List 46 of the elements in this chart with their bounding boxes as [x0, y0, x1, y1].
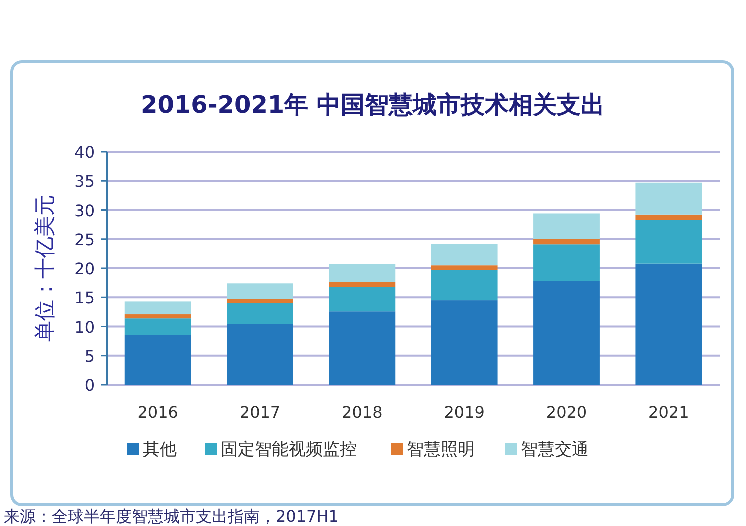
bar — [227, 303, 294, 324]
y-tick-label: 15 — [74, 288, 95, 308]
bar — [329, 287, 396, 312]
x-tick-label: 2017 — [240, 403, 281, 422]
y-tick-label: 5 — [84, 346, 95, 366]
y-tick-label: 40 — [74, 143, 95, 162]
bar — [636, 214, 702, 220]
y-tick-label: 0 — [84, 376, 95, 395]
x-tick-label: 2016 — [138, 403, 178, 422]
bar — [227, 324, 294, 385]
y-tick-label: 20 — [74, 260, 95, 278]
bar — [534, 214, 600, 240]
y-tick-label: 30 — [74, 201, 95, 220]
bar — [534, 244, 600, 282]
bar — [329, 312, 396, 385]
bar — [431, 300, 498, 385]
x-tick-label: 2020 — [546, 403, 588, 422]
x-tick-label: 2019 — [444, 403, 485, 422]
y-tick-label: 35 — [74, 172, 95, 192]
bar — [124, 318, 192, 336]
bar — [636, 220, 702, 264]
legend-label: 固定智能视频监控 — [221, 440, 357, 460]
bar — [431, 270, 498, 301]
bar — [329, 264, 396, 282]
bar — [227, 299, 294, 304]
y-axis-title: 单位：十亿美元 — [33, 195, 57, 342]
x-tick-label: 2021 — [648, 403, 690, 422]
bar — [124, 335, 192, 385]
bar — [329, 282, 396, 288]
bar — [534, 281, 600, 385]
legend-label: 智慧照明 — [407, 440, 475, 460]
bar — [431, 244, 498, 266]
legend-label: 其他 — [143, 440, 177, 460]
source-note: 来源：全球半年度智慧城市支出指南，2017H1 — [4, 507, 339, 526]
bar — [636, 182, 702, 215]
legend-label: 智慧交通 — [521, 440, 589, 460]
bar — [431, 266, 498, 270]
bar — [534, 239, 600, 245]
bar — [124, 314, 192, 319]
chart-title: 2016-2021年 中国智慧城市技术相关支出 — [141, 91, 605, 119]
bar — [636, 264, 702, 385]
bar — [124, 302, 192, 315]
x-tick-label: 2018 — [342, 403, 383, 422]
y-tick-label: 25 — [74, 230, 95, 250]
y-tick-label: 10 — [74, 318, 95, 337]
bar — [227, 284, 294, 300]
